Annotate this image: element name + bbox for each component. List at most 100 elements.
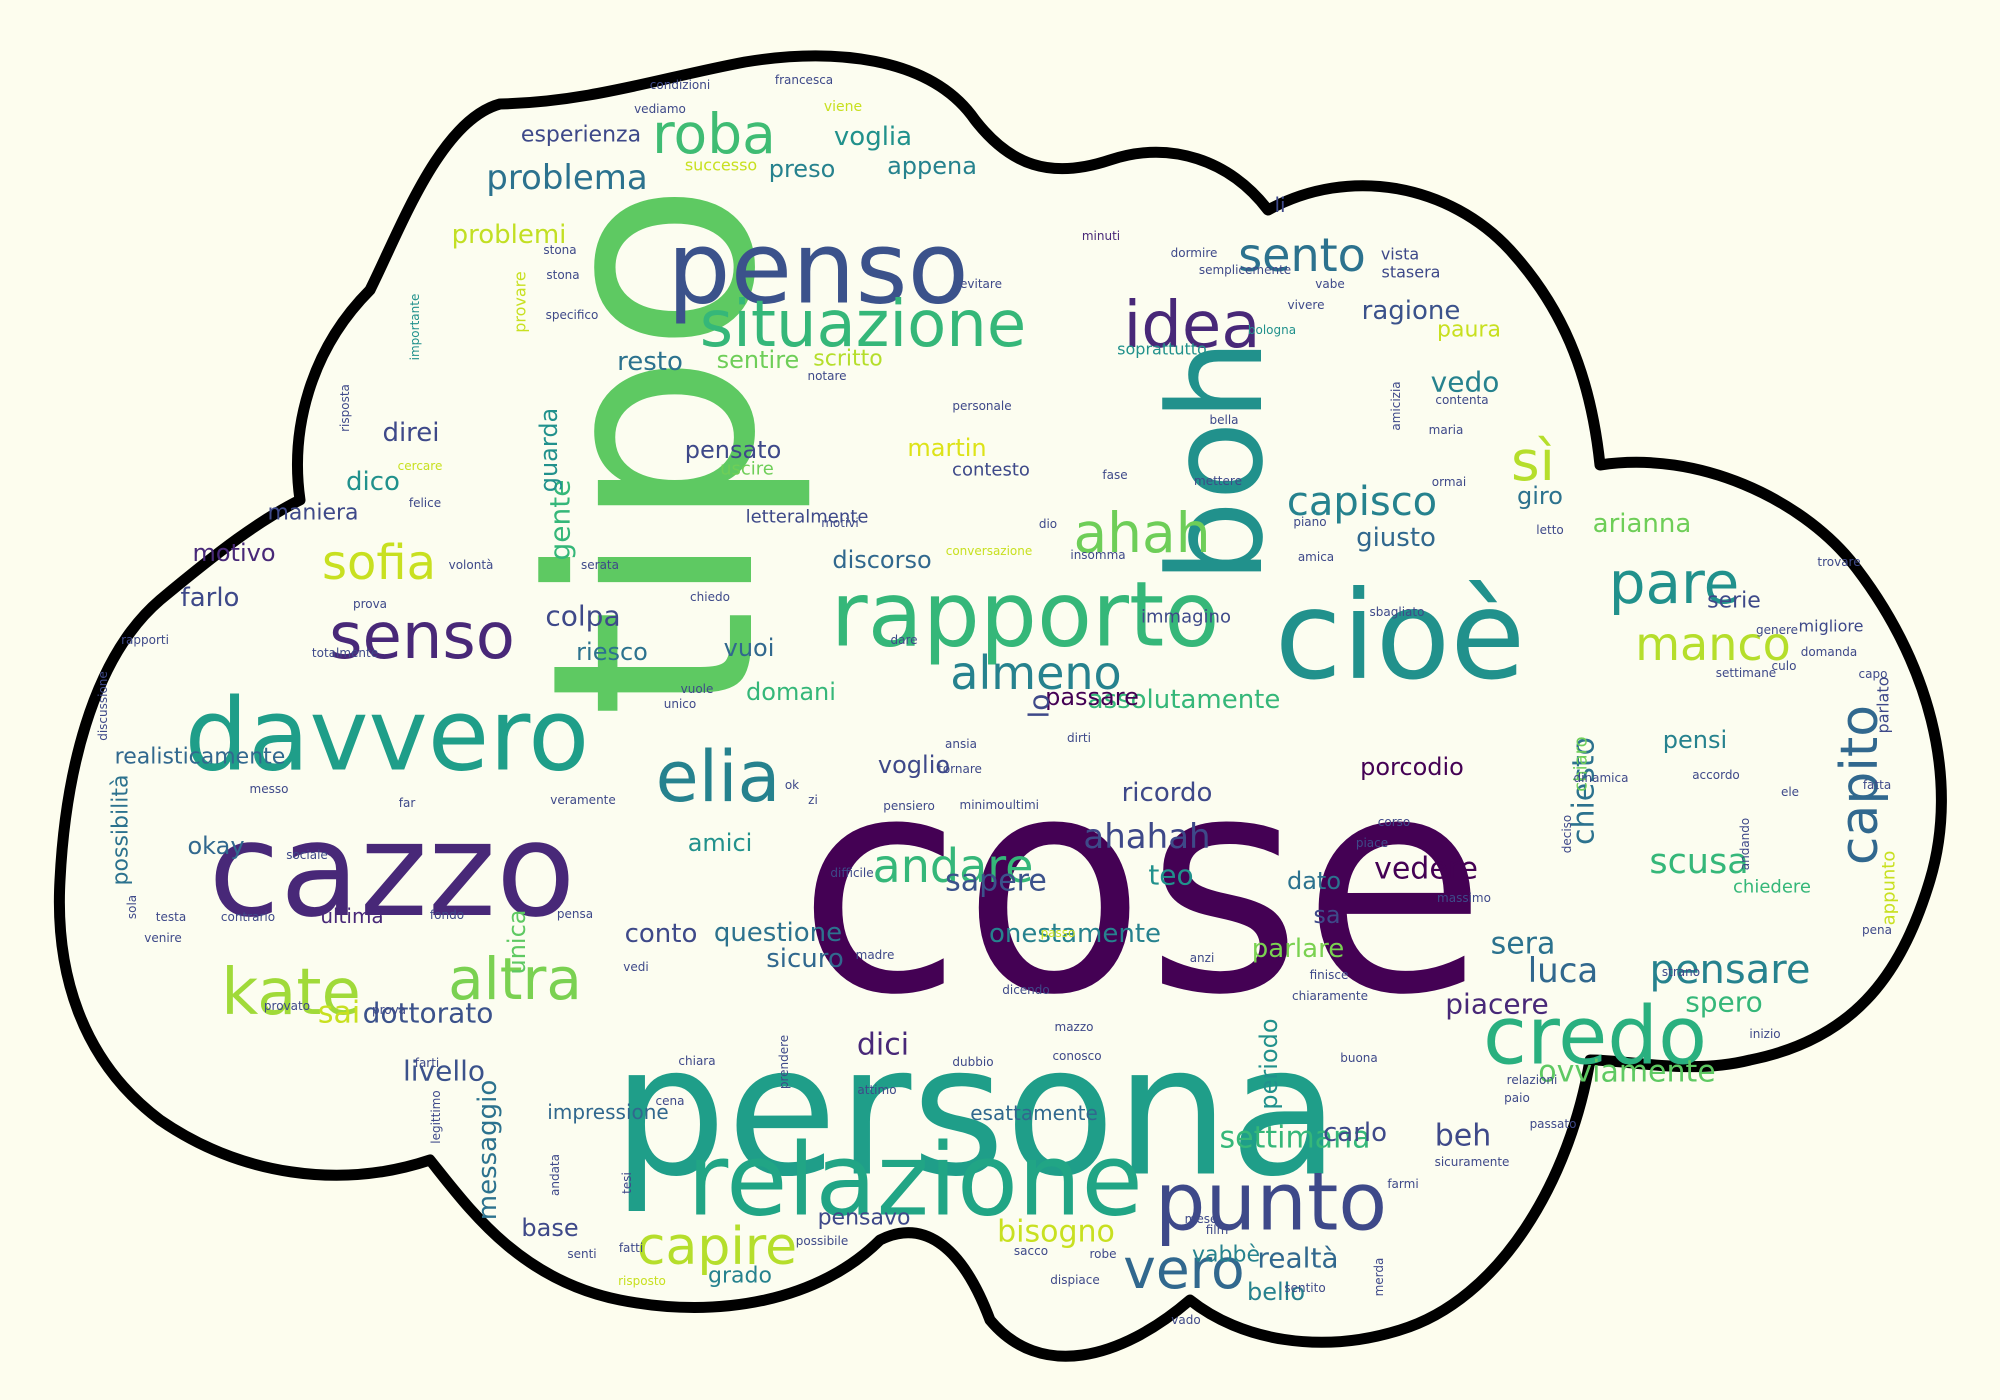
word-motivo: motivo — [192, 539, 275, 567]
word-trovare: trovare — [1817, 555, 1860, 569]
word-dico: dico — [346, 467, 400, 497]
word-periodo: periodo — [1255, 1018, 1283, 1109]
word-condizioni: condizioni — [650, 78, 710, 92]
word-contesto: contesto — [952, 460, 1030, 481]
word-pensare: pensare — [1650, 947, 1811, 993]
word-evitare: evitare — [960, 277, 1002, 291]
word-arianna: arianna — [1593, 509, 1692, 539]
word-capisco: capisco — [1287, 479, 1437, 525]
word-anzi: anzi — [1190, 951, 1215, 965]
word-sa: sa — [1313, 901, 1340, 929]
word-culo: culo — [1772, 659, 1797, 673]
word-volontà: volontà — [449, 558, 494, 572]
word-serata: serata — [581, 558, 619, 572]
word-successo: successo — [685, 156, 757, 175]
word-vista: vista — [1381, 245, 1419, 264]
cloud-shape — [53, 50, 1947, 1362]
word-messo: messo — [250, 782, 289, 796]
word-difficile: difficile — [830, 866, 873, 880]
word-relazione: relazione — [687, 1122, 1143, 1239]
word-realtà: realtà — [1257, 1242, 1338, 1275]
word-letteralmente: letteralmente — [746, 507, 869, 528]
word-paura: paura — [1437, 318, 1501, 343]
word-madre: madre — [856, 948, 895, 962]
word-insomma: insomma — [1070, 548, 1125, 562]
word-attimo: attimo — [857, 1083, 896, 1097]
word-francesca: francesca — [775, 73, 833, 87]
word-sacco: sacco — [1014, 1244, 1048, 1258]
word-sbagliato: sbagliato — [1370, 605, 1425, 619]
word-riesco: riesco — [576, 638, 648, 666]
word-mazzo: mazzo — [1055, 1020, 1094, 1034]
word-pensato: pensato — [685, 436, 782, 464]
word-legittimo: legittimo — [429, 1090, 443, 1143]
word-roba: roba — [652, 102, 776, 166]
word-appunto: appunto — [1879, 851, 1900, 926]
word-sapere: sapere — [945, 864, 1047, 899]
word-veramente: veramente — [550, 793, 616, 807]
word-provato: provato — [264, 999, 310, 1013]
word-letto: letto — [1536, 523, 1563, 537]
word-amicizia: amicizia — [1389, 381, 1403, 430]
word-chiaro: chiaro — [1571, 736, 1592, 791]
word-chiesto: chiesto — [1567, 737, 1602, 845]
word-robe: robe — [1089, 1247, 1116, 1261]
word-piano: piano — [1293, 515, 1326, 529]
word-senso: senso — [329, 600, 515, 674]
word-sociale: sociale — [286, 848, 328, 862]
word-boh: boh — [1140, 339, 1292, 583]
word-corso: corso — [1378, 815, 1410, 829]
word-possibilità: possibilità — [109, 775, 134, 886]
word-pensa: pensa — [557, 907, 593, 921]
word-pensi: pensi — [1663, 726, 1727, 754]
word-capito: capito — [1830, 705, 1890, 865]
word-tornare: tornare — [938, 762, 982, 776]
word-soprattutto: soprattutto — [1117, 340, 1207, 359]
word-rapporto: rapporto — [831, 563, 1220, 668]
word-prendere: prendere — [777, 1035, 791, 1089]
word-piacere: piacere — [1445, 988, 1548, 1021]
word-massimo: massimo — [1437, 891, 1491, 905]
word-dici: dici — [857, 1028, 909, 1063]
word-altra: altra — [448, 945, 582, 1013]
word-idea: idea — [1124, 289, 1261, 363]
word-voglio: voglio — [878, 751, 950, 779]
word-buona: buona — [1340, 1051, 1378, 1065]
word-vuole: vuole — [681, 682, 714, 696]
word-luca: luca — [1528, 951, 1599, 991]
word-voglia: voglia — [834, 122, 912, 152]
word-ultimi: ultimi — [1005, 798, 1039, 812]
word-parlare: parlare — [1252, 934, 1344, 964]
word-realisticamente: realisticamente — [115, 745, 286, 770]
word-ahahah: ahahah — [1083, 817, 1210, 857]
word-ele: ele — [1781, 785, 1799, 799]
word-conto: conto — [625, 919, 698, 949]
word-minuti: minuti — [1082, 229, 1120, 243]
word-assolutamente: assolutamente — [1088, 685, 1281, 715]
word-pensiero: pensiero — [883, 799, 935, 813]
word-semplicemente: semplicemente — [1199, 263, 1291, 277]
word-unica: unica — [503, 910, 531, 975]
word-prova: prova — [353, 597, 387, 611]
word-martin: martin — [907, 434, 986, 462]
word-beh: beh — [1435, 1119, 1492, 1154]
word-li: li — [1274, 193, 1285, 217]
word-genere: genere — [1756, 623, 1798, 637]
word-vabe: vabe — [1315, 277, 1344, 291]
word-appena: appena — [887, 152, 977, 180]
word-vuoi: vuoi — [724, 634, 775, 662]
word-contrario: contrario — [221, 910, 275, 924]
word-stona: stona — [546, 268, 579, 282]
word-sentire: sentire — [717, 346, 800, 374]
word-migliore: migliore — [1799, 617, 1864, 636]
word-dare: dare — [890, 633, 917, 647]
word-grado: grado — [708, 1264, 772, 1289]
word-dato: dato — [1287, 867, 1341, 895]
word-stasera: stasera — [1382, 263, 1441, 282]
word-resto: resto — [617, 347, 683, 377]
word-immagino: immagino — [1141, 607, 1231, 628]
word-porcodio: porcodio — [1360, 753, 1464, 781]
word-chiaramente: chiaramente — [1292, 989, 1368, 1003]
word-cazzo: cazzo — [208, 794, 575, 946]
word-kate: kate — [221, 956, 361, 1030]
